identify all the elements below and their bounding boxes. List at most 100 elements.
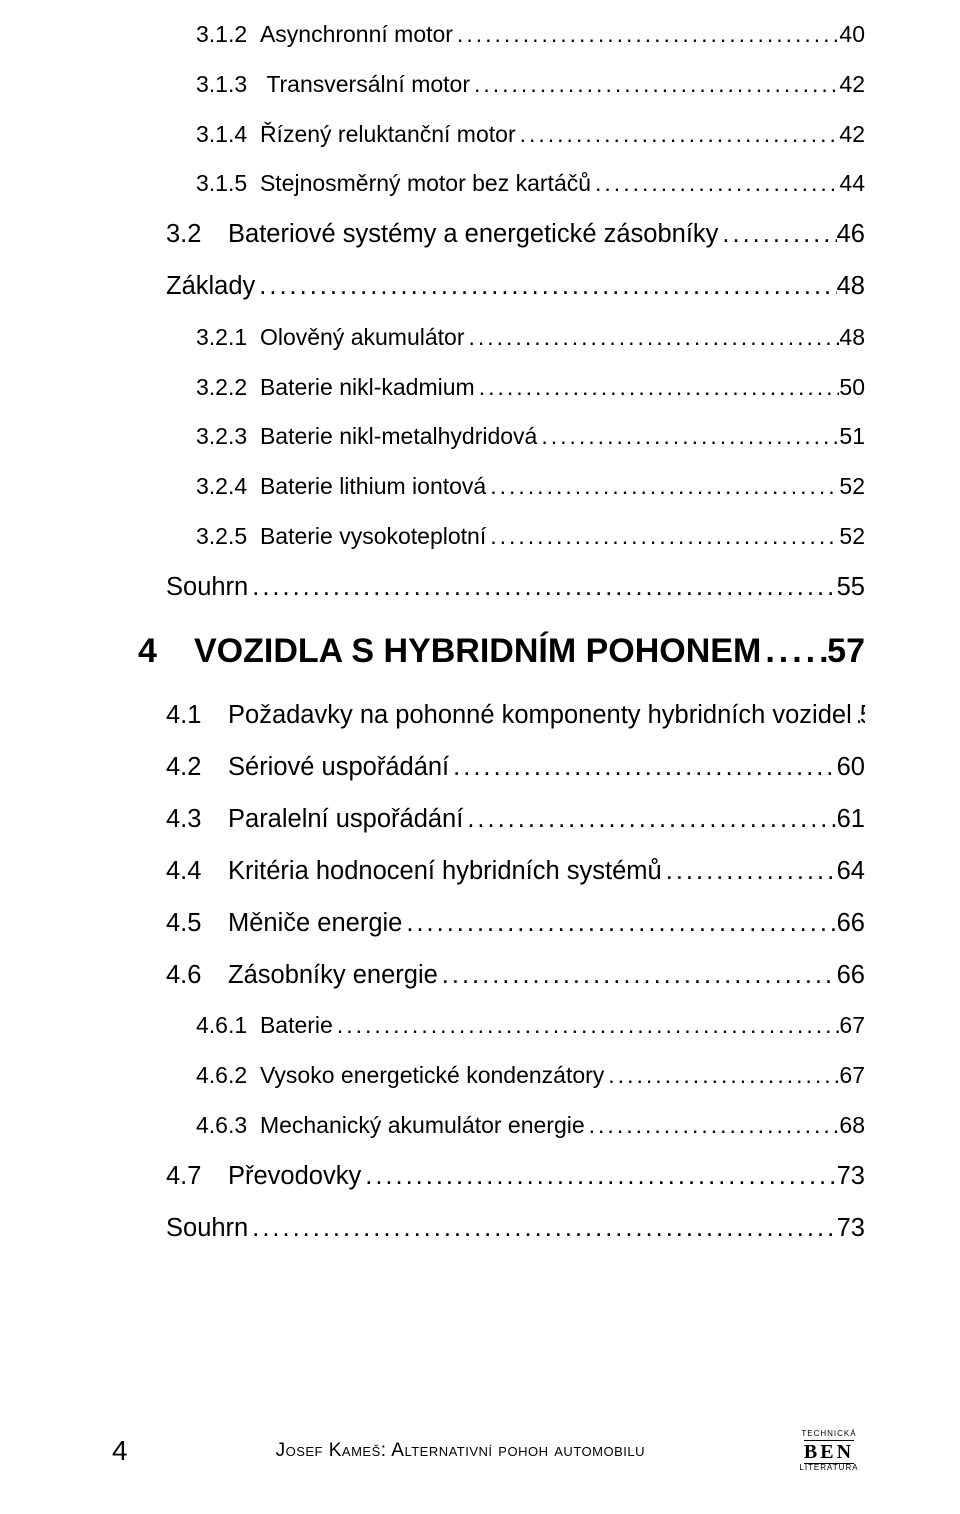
toc-leader-dots <box>604 1061 839 1090</box>
toc-label: 3.1.2 Asynchronní motor <box>196 20 453 49</box>
toc-page-number: 42 <box>839 70 865 99</box>
toc-page-number: 42 <box>839 120 865 149</box>
logo-bottom-text: LITERATURA <box>799 1464 858 1472</box>
toc-entry-4-3: 4.3Paralelní uspořádání 61 <box>138 804 865 836</box>
toc-entry-3-2-4: 3.2.4 Baterie lithium iontová 52 <box>138 472 865 501</box>
toc-entry-3-2-1: 3.2.1 Olověný akumulátor 48 <box>138 323 865 352</box>
toc-leader-dots <box>516 120 840 149</box>
toc-leader-dots <box>470 70 839 99</box>
toc-label: 3.2.2 Baterie nikl-kadmium <box>196 373 475 402</box>
toc-label: 4.6.3 Mechanický akumulátor energie <box>196 1111 585 1140</box>
toc-leader-dots <box>402 908 836 940</box>
toc-page-number: 67 <box>839 1011 865 1040</box>
toc-label: 3.2Bateriové systémy a energetické zásob… <box>166 219 718 251</box>
toc-page-number: 64 <box>837 856 865 888</box>
toc-leader-dots <box>255 271 836 303</box>
toc-label: Souhrn <box>166 1213 248 1245</box>
toc-label: Souhrn <box>166 572 248 604</box>
toc-leader-dots <box>453 20 839 49</box>
toc-page-number: 48 <box>839 323 865 352</box>
toc-entry-3-1-5: 3.1.5 Stejnosměrný motor bez kartáčů 44 <box>138 169 865 198</box>
toc-leader-dots <box>537 422 839 451</box>
toc-page-number: 51 <box>839 422 865 451</box>
toc-label: 3.1.3 Transversální motor <box>196 70 470 99</box>
toc-page-number: 66 <box>837 960 865 992</box>
toc-label: 3.1.4 Řízený reluktanční motor <box>196 120 516 149</box>
toc-entry-3-2-2: 3.2.2 Baterie nikl-kadmium 50 <box>138 373 865 402</box>
toc-page-number: 68 <box>839 1111 865 1140</box>
toc-page-number: 44 <box>839 169 865 198</box>
toc-label: 4.6Zásobníky energie <box>166 960 438 992</box>
toc-label: 4.4Kritéria hodnocení hybridních systémů <box>166 856 662 888</box>
toc-label: 4.3Paralelní uspořádání <box>166 804 463 836</box>
toc-leader-dots <box>248 572 836 604</box>
toc-leader-dots <box>662 856 837 888</box>
toc-page-number: 48 <box>837 271 865 303</box>
toc-page-number: 67 <box>839 1061 865 1090</box>
toc-label: 3.2.5 Baterie vysokoteplotní <box>196 522 486 551</box>
toc-entry-4-5: 4.5Měniče energie 66 <box>138 908 865 940</box>
footer-book-title: Josef Kameš: Alternativní pohoh automobi… <box>276 1440 645 1462</box>
toc-page-number: 50 <box>839 373 865 402</box>
toc-leader-dots <box>585 1111 840 1140</box>
toc-label: Základy <box>166 271 255 303</box>
toc-page-number: 73 <box>837 1213 865 1245</box>
toc-leader-dots <box>248 1213 836 1245</box>
toc-label: 4.5Měniče energie <box>166 908 402 940</box>
logo-main-text: BEN <box>804 1440 854 1464</box>
toc-leader-dots <box>438 960 837 992</box>
toc-entry-3-1-2: 3.1.2 Asynchronní motor 40 <box>138 20 865 49</box>
publisher-logo: TECHNICKÁ BEN LITERATURA <box>793 1430 865 1472</box>
toc-entry-souhrn-ch4: Souhrn 73 <box>138 1213 865 1245</box>
toc-leader-dots <box>464 323 839 352</box>
toc-label: 3.1.5 Stejnosměrný motor bez kartáčů <box>196 169 591 198</box>
toc-page-number: 73 <box>837 1161 865 1193</box>
toc-leader-dots <box>463 804 836 836</box>
toc-leader-dots <box>361 1161 836 1193</box>
toc-leader-dots <box>486 472 839 501</box>
toc-entry-4-6-3: 4.6.3 Mechanický akumulátor energie 68 <box>138 1111 865 1140</box>
toc-entry-4-6-2: 4.6.2 Vysoko energetické kondenzátory 67 <box>138 1061 865 1090</box>
toc-page-number: 66 <box>837 908 865 940</box>
toc-leader-dots <box>449 752 836 784</box>
toc-entry-4-4: 4.4Kritéria hodnocení hybridních systémů… <box>138 856 865 888</box>
toc-entry-souhrn-ch3: Souhrn 55 <box>138 572 865 604</box>
toc-page-number: 60 <box>837 752 865 784</box>
toc-entry-3-2-5: 3.2.5 Baterie vysokoteplotní 52 <box>138 522 865 551</box>
toc-page: 3.1.2 Asynchronní motor 40 3.1.3 Transve… <box>0 0 960 1244</box>
toc-page-number: 52 <box>839 522 865 551</box>
toc-label: 4.6.1 Baterie <box>196 1011 333 1040</box>
toc-label: 3.2.3 Baterie nikl-metalhydridová <box>196 422 537 451</box>
toc-page-number: 57 <box>860 700 865 732</box>
toc-leader-dots <box>718 219 836 251</box>
toc-leader-dots <box>475 373 840 402</box>
toc-label: 4.6.2 Vysoko energetické kondenzátory <box>196 1061 604 1090</box>
toc-entry-3-2: 3.2Bateriové systémy a energetické zásob… <box>138 219 865 251</box>
toc-page-number: 46 <box>837 219 865 251</box>
toc-leader-dots <box>761 631 827 672</box>
toc-leader-dots <box>852 700 860 732</box>
toc-label: 4.2Sériové uspořádání <box>166 752 449 784</box>
logo-top-text: TECHNICKÁ <box>801 1430 856 1438</box>
toc-label: 4.1Požadavky na pohonné komponenty hybri… <box>166 700 852 732</box>
toc-label: 3.2.1 Olověný akumulátor <box>196 323 464 352</box>
toc-label: 3.2.4 Baterie lithium iontová <box>196 472 486 501</box>
toc-entry-4-6-1: 4.6.1 Baterie 67 <box>138 1011 865 1040</box>
toc-label: 4VOZIDLA S HYBRIDNÍM POHONEM <box>138 631 761 672</box>
toc-leader-dots <box>591 169 839 198</box>
toc-entry-4-6: 4.6Zásobníky energie 66 <box>138 960 865 992</box>
toc-page-number: 61 <box>837 804 865 836</box>
toc-page-number: 57 <box>827 631 865 672</box>
footer-page-number: 4 <box>112 1435 128 1467</box>
toc-entry-zaklady: Základy 48 <box>138 271 865 303</box>
toc-entry-4: 4VOZIDLA S HYBRIDNÍM POHONEM 57 <box>138 631 865 672</box>
toc-page-number: 40 <box>839 20 865 49</box>
toc-page-number: 55 <box>837 572 865 604</box>
toc-entry-3-1-3: 3.1.3 Transversální motor 42 <box>138 70 865 99</box>
toc-entry-4-7: 4.7Převodovky 73 <box>138 1161 865 1193</box>
toc-leader-dots <box>333 1011 840 1040</box>
toc-label: 4.7Převodovky <box>166 1161 361 1193</box>
toc-entry-4-2: 4.2Sériové uspořádání 60 <box>138 752 865 784</box>
toc-entry-3-2-3: 3.2.3 Baterie nikl-metalhydridová 51 <box>138 422 865 451</box>
toc-leader-dots <box>486 522 839 551</box>
